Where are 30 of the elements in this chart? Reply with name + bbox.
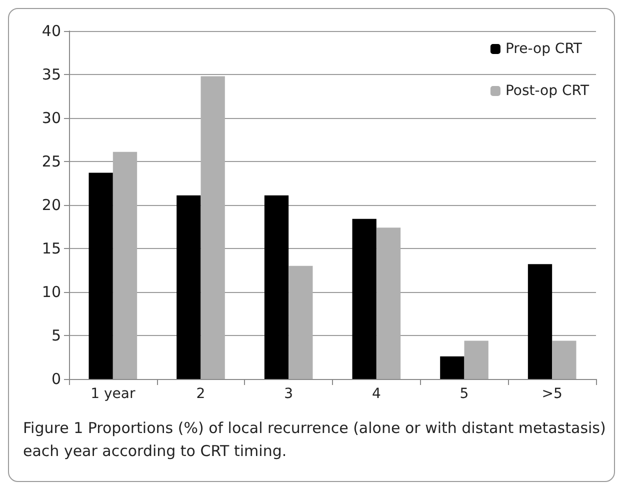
bar: [200, 76, 225, 379]
x-tick-label: 1 year: [90, 386, 136, 402]
legend-label: Pre-op CRT: [505, 41, 582, 57]
bar: [552, 340, 576, 379]
x-tick-label: 3: [284, 386, 294, 402]
x-tick-label: 2: [196, 386, 206, 402]
bar: [112, 152, 138, 379]
bar: [264, 195, 289, 379]
bar: [440, 356, 464, 379]
caption: Figure 1 Proportions (%) of local recurrence (alone or with distant metastasis) each year according to CRT timing.: [23, 418, 607, 462]
y-tick-label: 30: [42, 109, 61, 127]
bar: [288, 266, 313, 379]
y-tick-label: 0: [51, 370, 61, 388]
bar: [88, 172, 113, 379]
x-tick-label: 4: [372, 386, 381, 402]
y-tick-label: 5: [51, 326, 61, 344]
y-tick-label: 20: [42, 196, 61, 214]
bar: [376, 228, 401, 379]
y-tick-label: 10: [42, 283, 61, 301]
bar: [528, 264, 552, 379]
x-tick-label: >5: [542, 386, 562, 402]
y-tick-label: 15: [42, 240, 61, 258]
bar: [352, 218, 376, 379]
bar: [176, 195, 201, 379]
y-tick-label: 40: [42, 22, 61, 40]
bar: [464, 340, 488, 379]
x-tick-label: 5: [460, 386, 469, 402]
y-tick-label: 35: [42, 66, 61, 84]
legend-label: Post-op CRT: [505, 83, 590, 99]
y-tick-label: 25: [42, 152, 61, 170]
